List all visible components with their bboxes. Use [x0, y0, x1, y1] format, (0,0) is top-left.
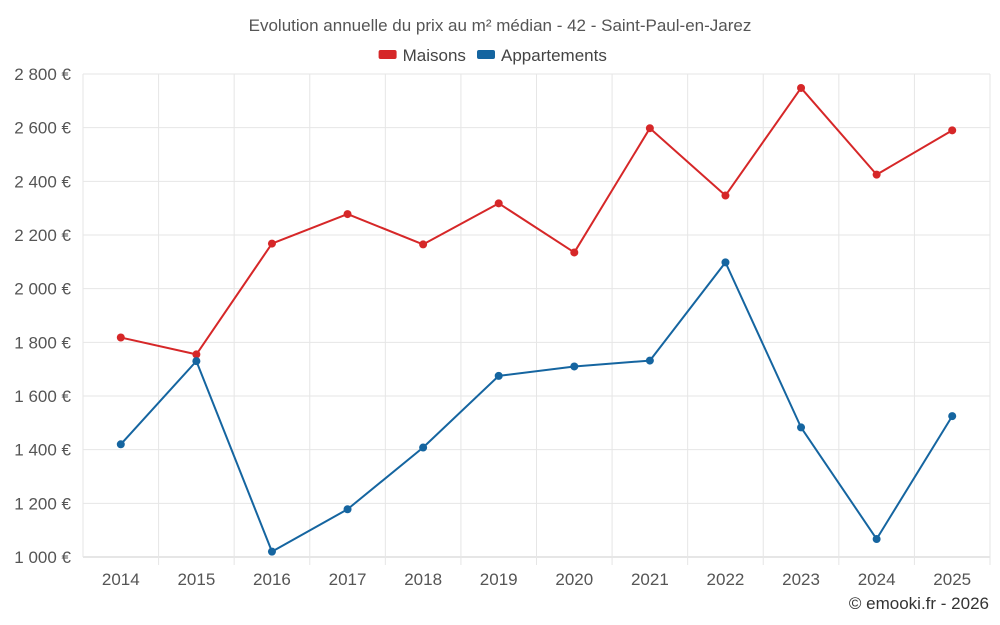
x-tick-label: 2018 [404, 570, 442, 589]
legend-item-appartements[interactable]: Appartements [477, 46, 607, 65]
y-tick-label: 2 000 € [14, 280, 71, 299]
x-tick-label: 2024 [858, 570, 896, 589]
data-point-appartements-2015[interactable] [192, 357, 201, 366]
data-point-appartements-2021[interactable] [645, 356, 654, 365]
x-tick-label: 2019 [480, 570, 518, 589]
legend: Maisons Appartements [378, 46, 607, 65]
x-tick-label: 2016 [253, 570, 291, 589]
data-point-maisons-2025[interactable] [948, 126, 957, 135]
data-point-maisons-2020[interactable] [570, 248, 579, 257]
data-point-maisons-2018[interactable] [419, 240, 428, 249]
credit-text: © emooki.fr - 2026 [849, 594, 989, 613]
series-appartements [116, 258, 957, 556]
legend-item-maisons[interactable]: Maisons [378, 46, 466, 65]
data-series [116, 83, 957, 556]
x-tick-label: 2022 [707, 570, 745, 589]
y-tick-label: 2 400 € [14, 172, 71, 191]
x-tick-label: 2020 [555, 570, 593, 589]
legend-swatch [477, 50, 495, 59]
x-tick-label: 2021 [631, 570, 669, 589]
y-tick-label: 1 600 € [14, 387, 71, 406]
series-maisons [116, 83, 957, 359]
data-point-maisons-2022[interactable] [721, 191, 730, 200]
y-tick-label: 1 000 € [14, 548, 71, 567]
data-point-appartements-2022[interactable] [721, 258, 730, 267]
legend-swatch [378, 50, 397, 59]
y-tick-label: 2 600 € [14, 119, 71, 138]
data-point-appartements-2025[interactable] [948, 412, 957, 421]
grid-lines [82, 73, 991, 565]
data-point-appartements-2018[interactable] [419, 443, 428, 452]
data-point-appartements-2017[interactable] [343, 505, 352, 514]
series-line-appartements [120, 261, 954, 553]
data-point-maisons-2015[interactable] [192, 350, 201, 359]
data-point-appartements-2023[interactable] [797, 423, 806, 432]
y-tick-label: 1 800 € [14, 333, 71, 352]
data-point-appartements-2020[interactable] [570, 362, 579, 371]
chart-title: Evolution annuelle du prix au m² médian … [249, 16, 752, 35]
x-tick-label: 2023 [782, 570, 820, 589]
x-tick-label: 2025 [933, 570, 971, 589]
data-point-maisons-2019[interactable] [494, 199, 503, 208]
y-tick-label: 1 400 € [14, 441, 71, 460]
legend-label: Appartements [501, 46, 607, 65]
y-tick-label: 1 200 € [14, 494, 71, 513]
data-point-maisons-2014[interactable] [116, 333, 125, 342]
y-axis-tick-labels: 1 000 € 1 200 € 1 400 € 1 600 € 1 800 € 2 000… [14, 65, 71, 567]
x-axis-tick-labels: 2014 2015 2016 2017 2018 2019 2020 2021 2022 2023… [102, 570, 971, 589]
data-point-maisons-2021[interactable] [645, 124, 654, 133]
data-point-maisons-2023[interactable] [797, 83, 806, 92]
legend-label: Maisons [403, 46, 466, 65]
data-point-appartements-2019[interactable] [494, 371, 503, 380]
y-tick-label: 2 800 € [14, 65, 71, 84]
data-point-maisons-2016[interactable] [267, 239, 276, 248]
x-tick-label: 2014 [102, 570, 140, 589]
data-point-appartements-2016[interactable] [267, 547, 276, 556]
data-point-maisons-2024[interactable] [872, 170, 881, 179]
x-tick-label: 2015 [177, 570, 215, 589]
x-tick-label: 2017 [329, 570, 367, 589]
series-line-maisons [120, 86, 953, 356]
data-point-appartements-2024[interactable] [872, 535, 881, 544]
y-tick-label: 2 200 € [14, 226, 71, 245]
data-point-maisons-2017[interactable] [343, 210, 352, 219]
data-point-appartements-2014[interactable] [116, 440, 125, 449]
